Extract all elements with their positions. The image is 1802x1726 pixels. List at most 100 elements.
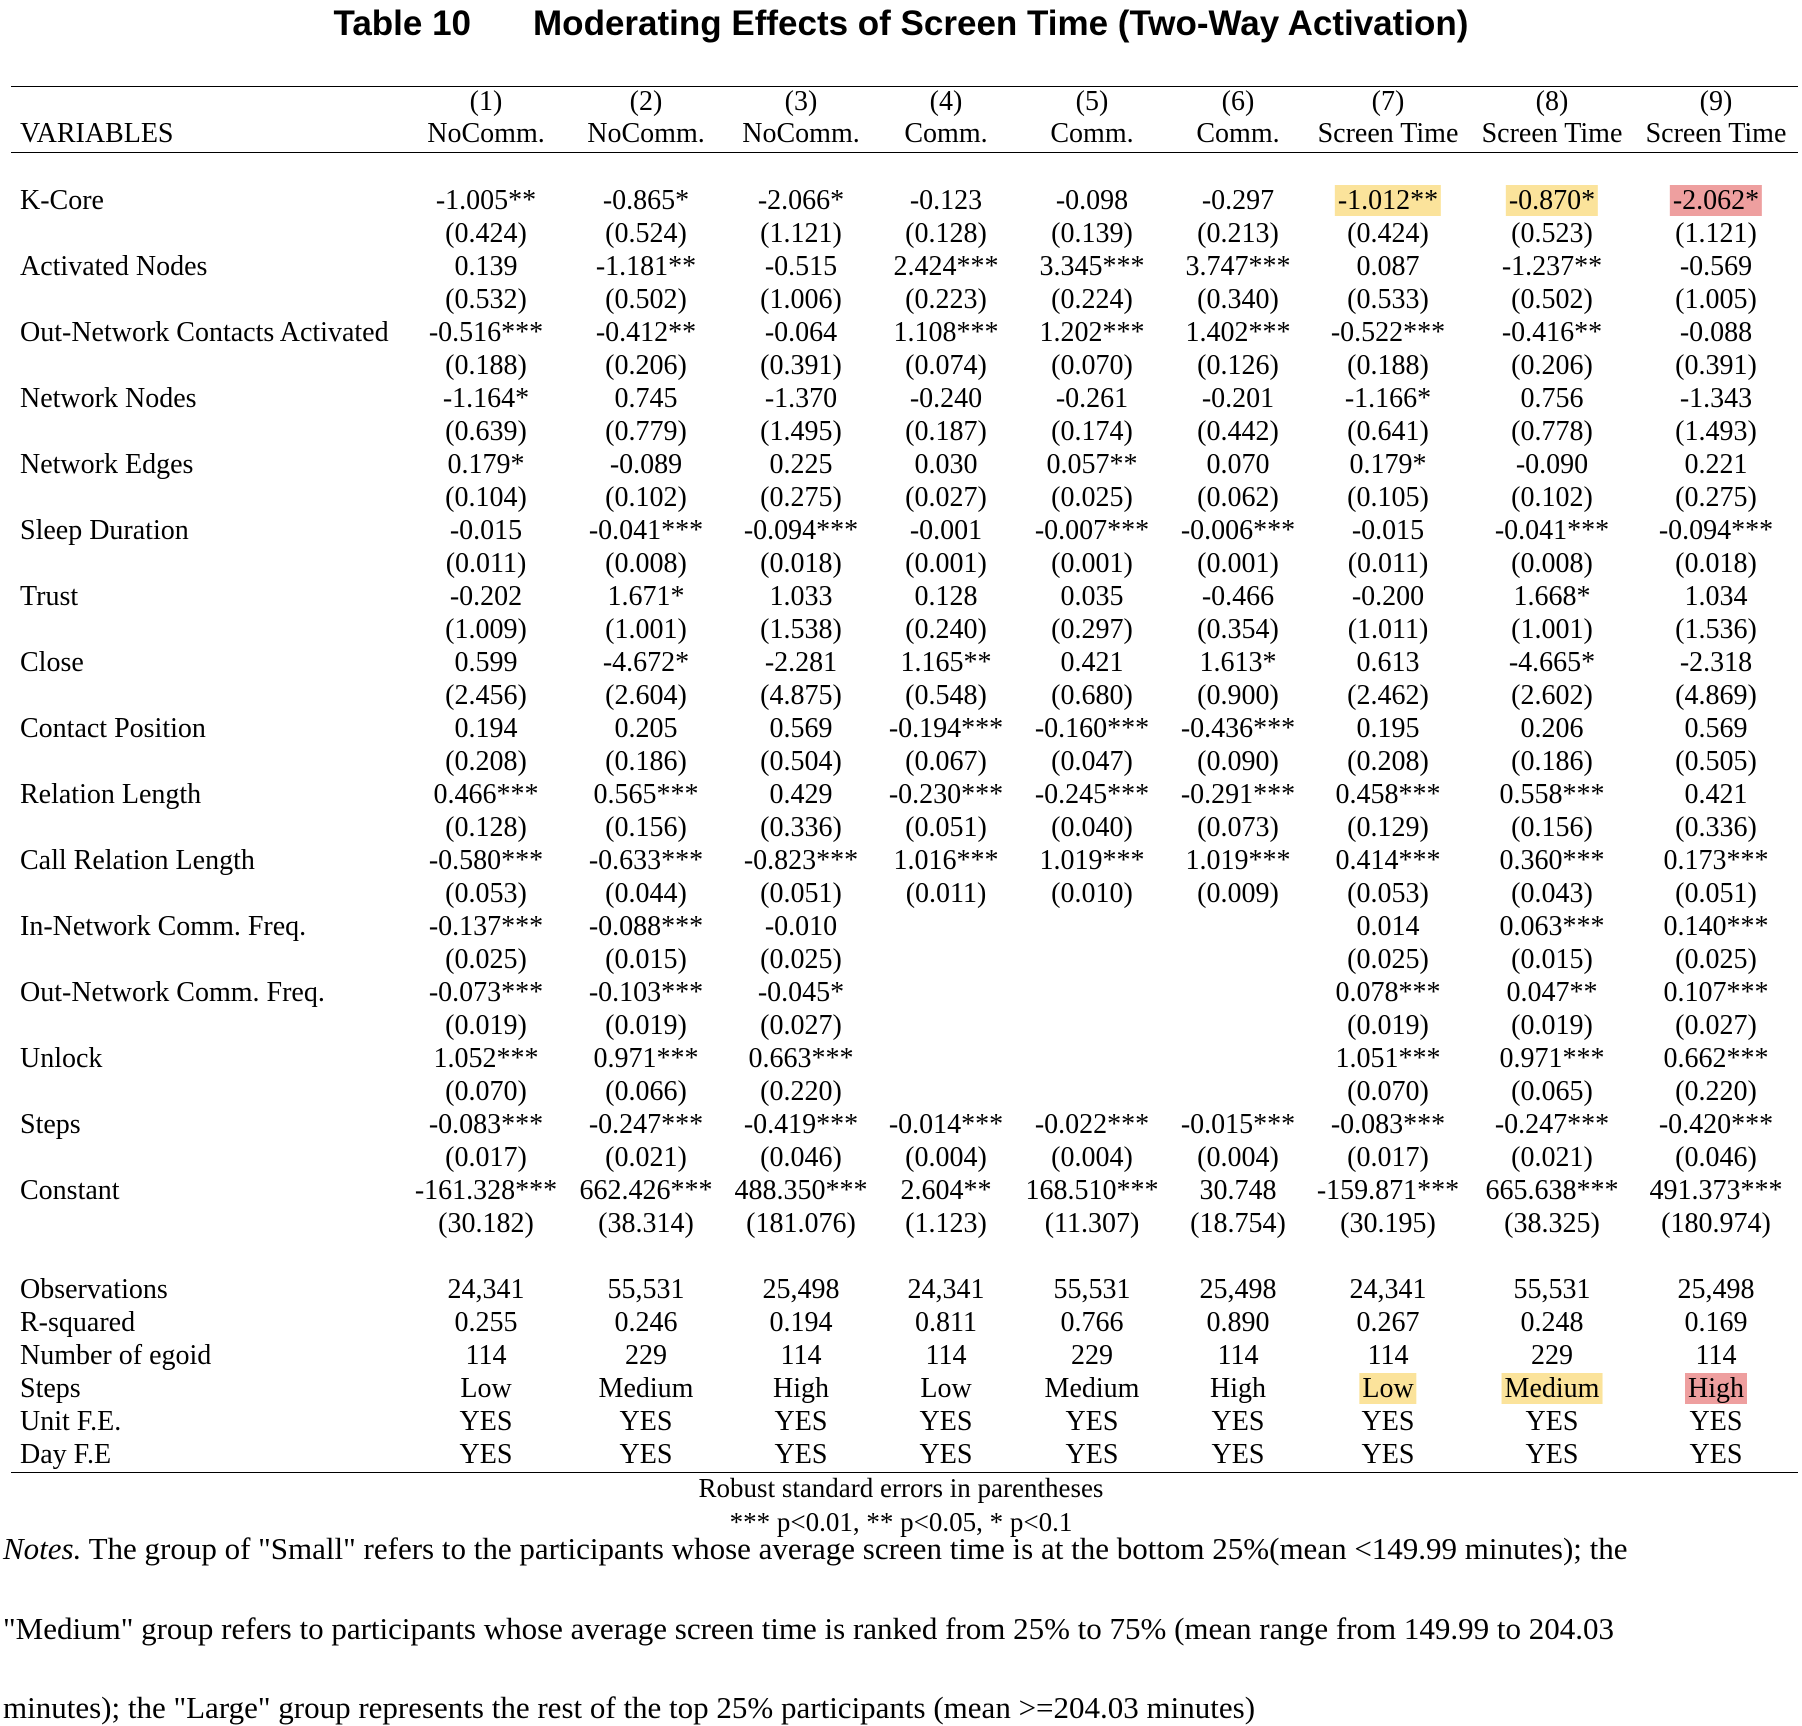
std-error-cell: (4.869) [1675,679,1757,712]
coefficient-cell-text: -0.247*** [1494,1109,1610,1140]
std-error-cell-text: (0.297) [1051,614,1133,645]
std-error-cell: (2.604) [605,679,687,712]
column-header-text: Screen Time [1481,118,1623,149]
std-error-cell-text: (0.156) [1511,812,1593,843]
std-error-cell-text: (0.779) [605,416,687,447]
std-error-cell: (0.025) [760,943,842,976]
row-label: Relation Length [20,778,201,811]
std-error-cell-text: (0.017) [1347,1142,1429,1173]
stat-cell-text: Medium [1044,1373,1140,1404]
table-title-text: Moderating Effects of Screen Time (Two-W… [533,4,1469,43]
coefficient-cell-text: 1.613* [1199,647,1277,678]
std-error-cell: (0.188) [1347,349,1429,382]
coefficient-cell-text: -0.200 [1351,581,1425,612]
std-error-cell: (0.129) [1347,811,1429,844]
std-error-cell: (0.053) [445,877,527,910]
stat-cell-text: 0.169 [1684,1307,1748,1338]
std-error-cell: (0.004) [1197,1141,1279,1174]
stat-label: Unit F.E. [20,1405,121,1438]
std-error-cell-text: (0.139) [1051,218,1133,249]
stat-cell-text: YES [1211,1406,1265,1437]
coefficient-cell: -1.237** [1502,250,1602,283]
coefficient-cell: -0.089 [610,448,682,481]
coefficient-cell-text: 30.748 [1199,1175,1277,1206]
coefficient-cell: 0.599 [455,646,518,679]
coefficient-cell-text: 0.360*** [1499,845,1605,876]
coefficient-cell-text: -0.297 [1201,185,1275,216]
coefficient-cell: -0.436*** [1181,712,1295,745]
stat-cell-text: YES [774,1406,828,1437]
coefficient-cell: 0.414*** [1336,844,1441,877]
column-header-text: NoComm. [427,118,545,149]
std-error-cell-text: (0.174) [1051,416,1133,447]
notes-text-1: The group of "Small" refers to the parti… [81,1531,1628,1566]
std-error-cell: (18.754) [1190,1207,1286,1240]
std-error-cell: (0.548) [905,679,987,712]
column-number: (9) [1700,85,1733,118]
stat-cell: YES [1362,1405,1415,1438]
coefficient-cell-text: 0.458*** [1335,779,1441,810]
column-number: (8) [1536,85,1569,118]
coefficient-cell-text: 0.070 [1206,449,1270,480]
coefficient-cell-text: 1.402*** [1185,317,1291,348]
coefficient-cell-text: -1.166* [1344,383,1432,414]
coefficient-cell-text: -0.240 [909,383,983,414]
std-error-cell-text: (1.493) [1675,416,1757,447]
std-error-cell: (0.051) [1675,877,1757,910]
std-error-cell-text: (0.502) [1511,284,1593,315]
std-error-cell-text: (0.019) [1347,1010,1429,1041]
row-label-text: Activated Nodes [20,251,208,282]
stat-cell-text: Medium [598,1373,694,1404]
stat-label-text: Steps [20,1373,81,1404]
std-error-cell-text: (0.532) [445,284,527,315]
std-error-cell: (0.213) [1197,217,1279,250]
std-error-cell: (0.524) [605,217,687,250]
coefficient-cell-text: -0.416** [1501,317,1603,348]
coefficient-cell: 0.225 [770,448,833,481]
std-error-cell: (0.070) [1347,1075,1429,1108]
std-error-cell: (0.102) [1511,481,1593,514]
std-error-cell: (0.240) [905,613,987,646]
std-error-cell-text: (0.220) [760,1076,842,1107]
coefficient-cell: -0.007*** [1035,514,1149,547]
column-header: Screen Time [1482,117,1623,150]
coefficient-cell: -0.865* [603,184,689,217]
coefficient-cell: 0.014 [1357,910,1420,943]
std-error-cell: (0.340) [1197,283,1279,316]
coefficient-cell: -0.123 [910,184,982,217]
coefficient-cell-text: 1.016*** [893,845,999,876]
std-error-cell-text: (0.010) [1051,878,1133,909]
std-error-cell-text: (0.019) [605,1010,687,1041]
std-error-cell-text: (0.533) [1347,284,1429,315]
coefficient-cell: 662.426*** [580,1174,713,1207]
column-header: Comm. [1196,117,1279,150]
std-error-cell: (0.105) [1347,481,1429,514]
stat-cell-text: YES [1689,1406,1743,1437]
std-error-cell: (1.495) [760,415,842,448]
std-error-cell: (0.424) [445,217,527,250]
std-error-cell-text: (0.027) [905,482,987,513]
std-error-cell-text: (0.073) [1197,812,1279,843]
stat-cell: 0.811 [915,1306,977,1339]
std-error-cell: (0.275) [1675,481,1757,514]
coefficient-cell: -1.166* [1345,382,1431,415]
coefficient-cell: 1.019*** [1186,844,1291,877]
std-error-cell: (0.186) [1511,745,1593,778]
coefficient-cell-text: 1.668* [1513,581,1591,612]
std-error-cell-text: (0.062) [1197,482,1279,513]
coefficient-cell-text: 1.051*** [1335,1043,1441,1074]
std-error-cell: (180.974) [1661,1207,1771,1240]
std-error-cell-text: (0.011) [1347,548,1429,579]
coefficient-cell-text: -0.083*** [1330,1109,1446,1140]
std-error-cell: (0.044) [605,877,687,910]
coefficient-cell: -0.094*** [1659,514,1773,547]
std-error-cell-text: (1.009) [445,614,527,645]
std-error-cell: (0.391) [760,349,842,382]
std-error-cell: (0.778) [1511,415,1593,448]
std-error-cell: (1.493) [1675,415,1757,448]
row-label: Unlock [20,1042,102,1075]
coefficient-cell: -0.569 [1680,250,1752,283]
coefficient-cell-text: 0.569 [769,713,833,744]
coefficient-cell: 0.195 [1357,712,1420,745]
stat-cell: 25,498 [1678,1273,1755,1306]
